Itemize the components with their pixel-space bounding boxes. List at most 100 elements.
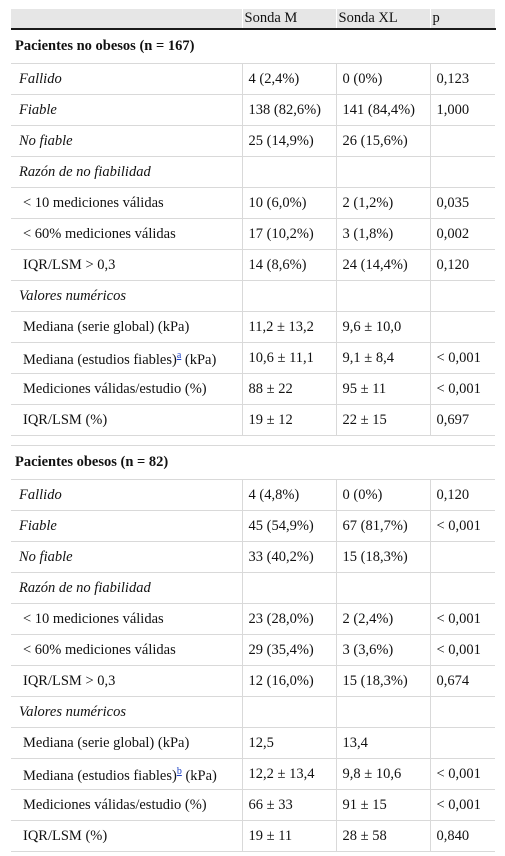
table-row: Mediana (serie global) (kPa) 11,2 ± 13,2…	[11, 311, 495, 343]
cell-p: < 0,001	[430, 342, 495, 374]
row-label: < 60% mediciones válidas	[11, 218, 243, 250]
cell-p	[430, 311, 495, 343]
cell-sonda-m: 138 (82,6%)	[242, 94, 337, 126]
cell-sonda-xl: 0 (0%)	[336, 479, 431, 511]
cell-sonda-m: 11,2 ± 13,2	[242, 311, 337, 343]
row-label: Valores numéricos	[11, 280, 243, 312]
cell-sonda-m: 4 (2,4%)	[242, 63, 337, 95]
cell-sonda-xl: 22 ± 15	[336, 404, 431, 436]
table-row: Fallido 4 (2,4%) 0 (0%) 0,123	[11, 63, 495, 95]
table-row: Razón de no fiabilidad	[11, 156, 495, 188]
footnote-marker: a	[177, 347, 181, 361]
row-label-unit: (kPa)	[181, 767, 217, 784]
cell-sonda-xl: 3 (1,8%)	[336, 218, 431, 250]
cell-sonda-xl	[336, 156, 431, 188]
row-label: Fiable	[11, 510, 243, 542]
row-label: Razón de no fiabilidad	[11, 572, 243, 604]
cell-p	[430, 125, 495, 157]
row-label: Fiable	[11, 94, 243, 126]
row-label: < 10 mediciones válidas	[11, 187, 243, 219]
cell-p: < 0,001	[430, 758, 495, 790]
table-row: Mediana (serie global) (kPa) 12,5 13,4	[11, 727, 495, 759]
header-sonda-m: Sonda M	[242, 9, 337, 30]
cell-sonda-xl: 3 (3,6%)	[336, 634, 431, 666]
row-label: No fiable	[11, 541, 243, 573]
table-row: Mediana (estudios fiables)a (kPa) 10,6 ±…	[11, 342, 495, 374]
header-sonda-xl: Sonda XL	[336, 9, 431, 30]
cell-sonda-xl: 141 (84,4%)	[336, 94, 431, 126]
cell-sonda-m: 10 (6,0%)	[242, 187, 337, 219]
row-label: Mediana (estudios fiables)b (kPa)	[11, 758, 243, 790]
header-row: Sonda M Sonda XL p	[11, 9, 496, 30]
cell-sonda-m: 25 (14,9%)	[242, 125, 337, 157]
cell-sonda-xl: 24 (14,4%)	[336, 249, 431, 281]
cell-p	[430, 280, 495, 312]
cell-sonda-m: 88 ± 22	[242, 373, 337, 405]
table-row: Fallido 4 (4,8%) 0 (0%) 0,120	[11, 479, 495, 511]
cell-sonda-xl: 13,4	[336, 727, 431, 759]
table-row: Valores numéricos	[11, 696, 495, 728]
cell-sonda-xl: 91 ± 15	[336, 789, 431, 821]
row-label: Mediana (estudios fiables)a (kPa)	[11, 342, 243, 374]
row-label: Mediciones válidas/estudio (%)	[11, 373, 243, 405]
cell-sonda-xl: 95 ± 11	[336, 373, 431, 405]
row-label: IQR/LSM (%)	[11, 404, 243, 436]
table-row: < 60% mediciones válidas 17 (10,2%) 3 (1…	[11, 218, 495, 250]
section-title: Pacientes no obesos (n = 167)	[11, 29, 495, 64]
header-label	[11, 9, 243, 30]
cell-sonda-m: 23 (28,0%)	[242, 603, 337, 635]
footnote-link-a[interactable]: a	[176, 350, 182, 362]
cell-p: < 0,001	[430, 510, 495, 542]
cell-sonda-xl: 9,8 ± 10,6	[336, 758, 431, 790]
cell-p: < 0,001	[430, 789, 495, 821]
row-label: No fiable	[11, 125, 243, 157]
row-label: < 60% mediciones válidas	[11, 634, 243, 666]
row-label-text: Mediana (estudios fiables)	[23, 351, 177, 368]
row-label: Mediciones válidas/estudio (%)	[11, 789, 243, 821]
row-label: Fallido	[11, 63, 243, 95]
row-label: < 10 mediciones válidas	[11, 603, 243, 635]
cell-sonda-xl: 9,6 ± 10,0	[336, 311, 431, 343]
table-row: < 10 mediciones válidas 23 (28,0%) 2 (2,…	[11, 603, 495, 635]
footnote-marker: b	[177, 763, 182, 777]
cell-p: 0,840	[430, 820, 495, 852]
cell-sonda-xl: 9,1 ± 8,4	[336, 342, 431, 374]
cell-sonda-m: 66 ± 33	[242, 789, 337, 821]
table-row: IQR/LSM (%) 19 ± 11 28 ± 58 0,840	[11, 820, 495, 852]
cell-sonda-m: 29 (35,4%)	[242, 634, 337, 666]
cell-p: 0,123	[430, 63, 495, 95]
footnote-link-b[interactable]: b	[176, 766, 182, 778]
cell-p	[430, 156, 495, 188]
cell-sonda-m: 4 (4,8%)	[242, 479, 337, 511]
cell-p: < 0,001	[430, 634, 495, 666]
cell-sonda-m: 45 (54,9%)	[242, 510, 337, 542]
table-row: < 10 mediciones válidas 10 (6,0%) 2 (1,2…	[11, 187, 495, 219]
cell-p	[430, 541, 495, 573]
row-label: IQR/LSM (%)	[11, 820, 243, 852]
cell-p	[430, 696, 495, 728]
table-row: Mediciones válidas/estudio (%) 88 ± 22 9…	[11, 373, 495, 405]
cell-sonda-m	[242, 280, 337, 312]
cell-sonda-m	[242, 572, 337, 604]
header-p: p	[430, 9, 496, 30]
cell-p	[430, 572, 495, 604]
table-row: Valores numéricos	[11, 280, 495, 312]
cell-p: 1,000	[430, 94, 495, 126]
cell-p: < 0,001	[430, 373, 495, 405]
cell-sonda-m: 17 (10,2%)	[242, 218, 337, 250]
table-row: No fiable 25 (14,9%) 26 (15,6%)	[11, 125, 495, 157]
cell-sonda-xl	[336, 280, 431, 312]
cell-sonda-xl	[336, 696, 431, 728]
cell-sonda-m: 12,5	[242, 727, 337, 759]
cell-p: 0,697	[430, 404, 495, 436]
row-label: IQR/LSM > 0,3	[11, 665, 243, 697]
row-label: Razón de no fiabilidad	[11, 156, 243, 188]
cell-sonda-xl: 26 (15,6%)	[336, 125, 431, 157]
cell-p	[430, 727, 495, 759]
cell-sonda-m: 12,2 ± 13,4	[242, 758, 337, 790]
row-label: Mediana (serie global) (kPa)	[11, 311, 243, 343]
cell-sonda-m: 19 ± 12	[242, 404, 337, 436]
cell-sonda-m: 14 (8,6%)	[242, 249, 337, 281]
cell-sonda-xl: 2 (2,4%)	[336, 603, 431, 635]
table-row: Fiable 45 (54,9%) 67 (81,7%) < 0,001	[11, 510, 495, 542]
